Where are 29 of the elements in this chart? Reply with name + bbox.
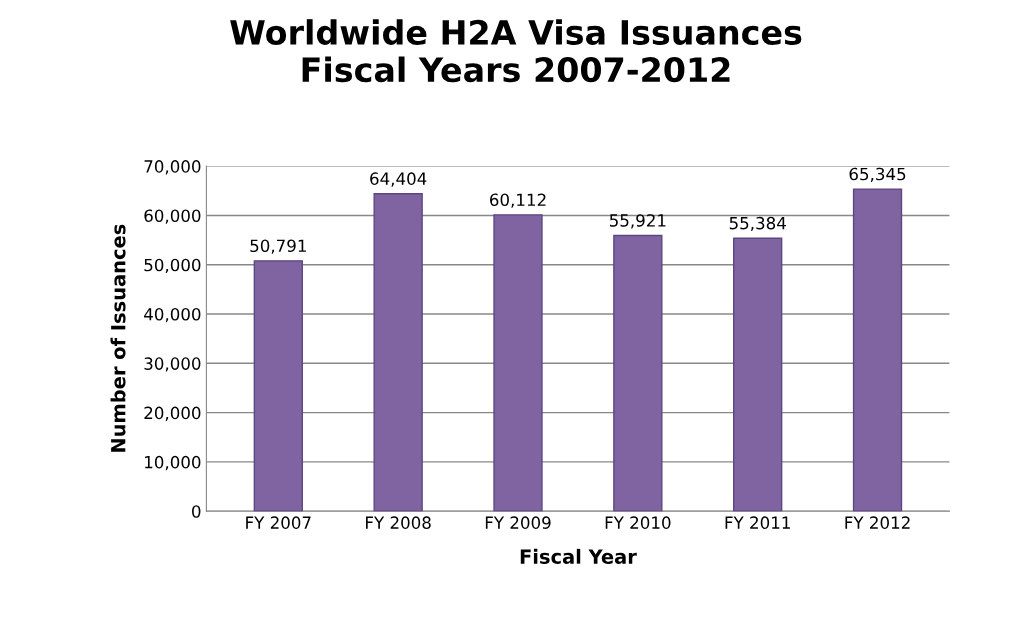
data-label: 50,791: [250, 239, 306, 254]
bar: [493, 214, 543, 512]
y-axis-title: Number of Issuances: [110, 224, 126, 452]
bar: [613, 234, 663, 512]
y-tick-label: 60,000: [144, 209, 201, 224]
data-label: 55,921: [609, 214, 666, 229]
y-tick-label: 0: [192, 505, 201, 518]
chart-title: Worldwide H2A Visa Issuances Fiscal Years 2007-2012: [230, 19, 802, 83]
x-tick-label: FY 2009: [485, 516, 551, 529]
bar: [373, 193, 423, 512]
x-tick-label: FY 2010: [605, 516, 671, 529]
y-tick-label: 10,000: [145, 455, 201, 471]
x-axis-title: Fiscal Year: [520, 548, 637, 564]
x-tick-label: FY 2008: [366, 516, 431, 529]
y-tick-label: 40,000: [144, 307, 201, 323]
data-label: 55,384: [729, 216, 786, 232]
data-label: 64,404: [370, 172, 427, 187]
data-label: 60,112: [490, 193, 546, 208]
y-tick-label: 50,000: [144, 258, 201, 273]
data-label: 65,345: [849, 167, 906, 182]
y-tick-label: 70,000: [144, 160, 201, 175]
bar: [253, 260, 303, 512]
y-tick-label: 20,000: [144, 406, 201, 421]
bar: [852, 188, 903, 512]
x-tick-label: FY 2011: [725, 516, 790, 529]
y-tick-label: 30,000: [144, 357, 201, 372]
bar: [733, 237, 783, 512]
x-tick-label: FY 2012: [845, 516, 910, 529]
x-tick-label: FY 2007: [246, 516, 311, 529]
